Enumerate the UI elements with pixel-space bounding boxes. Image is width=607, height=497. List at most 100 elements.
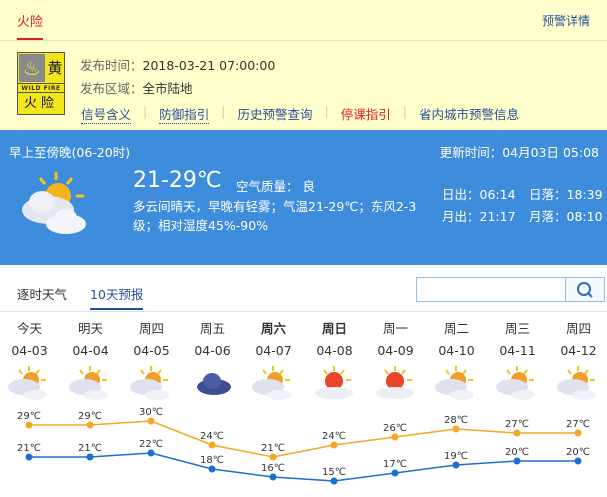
moonset: 月落：08:10	[529, 209, 603, 224]
high-temp-label: 27℃	[566, 419, 590, 430]
low-temp-line	[29, 452, 578, 482]
sunny-cloud-icon	[315, 366, 353, 399]
low-temp-point	[147, 449, 155, 457]
link-defense-guide[interactable]: 防御指引	[159, 104, 210, 124]
search-icon	[577, 282, 593, 298]
day-date: 04-09	[377, 343, 414, 358]
day-date: 04-11	[499, 343, 536, 358]
day-name: 周六	[260, 321, 286, 336]
day-name: 周四	[565, 321, 591, 336]
flame-icon: ♨	[19, 54, 45, 82]
day-name: 明天	[77, 321, 103, 336]
low-temp-point	[25, 453, 33, 461]
high-temp-label: 29℃	[17, 411, 41, 422]
low-temp-point	[391, 469, 399, 477]
update-time: 更新时间：04月03日 05:08	[439, 145, 599, 160]
link-province-warnings[interactable]: 省内城市预警信息	[418, 107, 519, 122]
link-class-suspension[interactable]: 停课指引	[340, 107, 391, 122]
area-value: 全市陆地	[142, 81, 193, 96]
high-temp-point	[391, 433, 399, 441]
low-temp-point	[513, 457, 521, 465]
forecast-tabs: 逐时天气 10天预报	[0, 270, 607, 312]
high-temp-label: 24℃	[200, 431, 224, 442]
link-history-query[interactable]: 历史预警查询	[237, 107, 313, 122]
publish-time: 发布时间：2018-03-21 07:00:00	[80, 55, 275, 74]
partly-cloudy-icon	[130, 366, 169, 400]
search-button[interactable]	[566, 277, 605, 302]
publish-area: 发布区域：全市陆地	[80, 78, 193, 97]
wildfire-yellow-badge-icon: ♨ 黄 WILD FIRE 火险	[17, 52, 65, 115]
high-temp-label: 27℃	[505, 419, 529, 430]
partly-cloudy-icon	[69, 366, 108, 400]
day-date: 04-05	[133, 343, 170, 358]
warning-links: 信号含义 | 防御指引 | 历史预警查询 | 停课指引 | 省内城市预警信息	[81, 104, 519, 124]
cloudy-icon	[197, 373, 231, 395]
partly-cloudy-icon	[557, 366, 596, 400]
day-date: 04-07	[255, 343, 292, 358]
tab-hourly[interactable]: 逐时天气	[17, 287, 68, 302]
link-signal-meaning[interactable]: 信号含义	[81, 104, 132, 124]
high-temp-point	[269, 453, 277, 461]
low-temp-point	[86, 453, 94, 461]
day-name: 周三	[504, 321, 530, 336]
partly-cloudy-icon	[22, 172, 86, 234]
day-name: 周一	[382, 321, 408, 336]
partly-cloudy-icon	[8, 366, 47, 400]
low-temp-label: 21℃	[17, 443, 41, 454]
high-temp-label: 30℃	[139, 407, 163, 418]
sunset: 日落：18:39	[529, 187, 603, 202]
high-temp-label: 28℃	[444, 415, 468, 426]
tab-10day[interactable]: 10天预报	[90, 284, 144, 310]
partly-cloudy-icon	[252, 366, 291, 400]
tab-fire-risk[interactable]: 火险	[17, 11, 44, 40]
partly-cloudy-icon	[435, 366, 474, 400]
badge-en: WILD FIRE	[18, 83, 64, 93]
badge-level: 黄	[47, 59, 63, 77]
high-temp-point	[330, 441, 338, 449]
period: 早上至傍晚(06-20时)	[9, 145, 131, 160]
area-label: 发布区域：	[80, 81, 143, 96]
low-temp-label: 20℃	[566, 447, 590, 458]
low-temp-point	[208, 465, 216, 473]
day-date: 04-10	[438, 343, 475, 358]
low-temp-point	[330, 477, 338, 485]
warning-tabs: 火险 预警详情	[0, 0, 607, 41]
low-temp-label: 15℃	[322, 467, 346, 478]
day-date: 04-12	[560, 343, 597, 358]
moonrise: 月出：21:17	[442, 209, 516, 224]
day-date: 04-03	[11, 343, 48, 358]
temperature-chart: 29℃ 29℃ 30℃ 24℃ 21℃ 24℃ 26℃ 28℃ 27℃ 27℃ 21℃ 21℃ 22℃ 1…	[17, 407, 590, 485]
low-temp-point	[269, 473, 277, 481]
day-name: 今天	[16, 321, 42, 336]
high-temp-label: 24℃	[322, 431, 346, 442]
high-temp-label: 29℃	[78, 411, 102, 422]
day-date: 04-04	[72, 343, 109, 358]
low-temp-label: 18℃	[200, 455, 224, 466]
low-temp-label: 16℃	[261, 463, 285, 474]
low-temp-label: 20℃	[505, 447, 529, 458]
day-name: 周日	[321, 321, 347, 336]
sunrise: 日出：06:14	[442, 187, 516, 202]
high-temp-point	[452, 425, 460, 433]
publish-time-value: 2018-03-21 07:00:00	[142, 58, 276, 73]
partly-cloudy-icon	[496, 366, 535, 400]
air-quality: 空气质量： 良	[236, 179, 315, 194]
day-name: 周五	[199, 321, 225, 336]
high-temp-label: 26℃	[383, 423, 407, 434]
high-temp-point	[147, 417, 155, 425]
low-temp-label: 17℃	[383, 459, 407, 470]
day-date: 04-08	[316, 343, 353, 358]
warning-panel: 火险 预警详情 ♨ 黄 WILD FIRE 火险 发布时间：2018-03-21…	[0, 0, 607, 130]
low-temp-point	[452, 461, 460, 469]
high-temp-point	[25, 421, 33, 429]
current-weather-panel: 早上至傍晚(06-20时) 更新时间：04月03日 05:08 21-29℃ 空…	[0, 130, 607, 265]
high-temp-point	[513, 429, 521, 437]
warning-detail-link[interactable]: 预警详情	[541, 14, 590, 28]
day-name: 周四	[138, 321, 164, 336]
temp-range: 21-29℃	[133, 168, 222, 193]
low-temp-point	[574, 457, 582, 465]
low-temp-label: 22℃	[139, 439, 163, 450]
badge-name: 火险	[23, 96, 58, 111]
weather-description: 多云间晴天，早晚有轻雾；气温21-29℃；东风2-3级；相对湿度45%-90%	[133, 199, 417, 233]
search-input[interactable]	[416, 277, 566, 302]
